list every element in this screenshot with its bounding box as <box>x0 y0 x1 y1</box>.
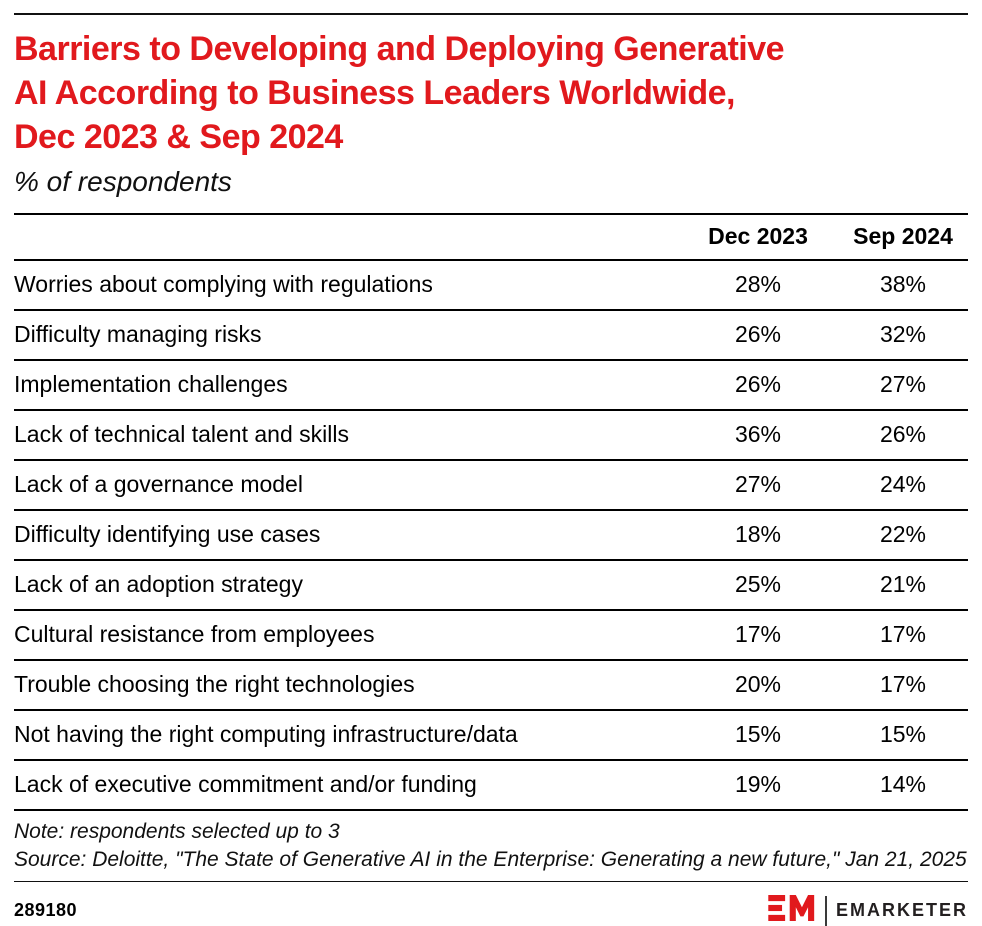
chart-subtitle: % of respondents <box>14 165 232 197</box>
row-label: Difficulty managing risks <box>14 309 678 361</box>
footer: 289180 EMARKETER <box>14 895 968 926</box>
row-value-dec: 36% <box>678 409 838 461</box>
table-row: Cultural resistance from employees 17% 1… <box>14 609 968 661</box>
table-row: Worries about complying with regulations… <box>14 259 968 311</box>
chart-title-line-1: Barriers to Developing and Deploying Gen… <box>14 29 785 68</box>
table-body: Worries about complying with regulations… <box>14 259 968 811</box>
row-value-sep: 21% <box>838 559 968 611</box>
row-value-dec: 25% <box>678 559 838 611</box>
bottom-rule <box>14 880 968 882</box>
row-value-dec: 18% <box>678 509 838 561</box>
table-row: Difficulty managing risks 26% 32% <box>14 309 968 361</box>
row-value-dec: 28% <box>678 259 838 311</box>
row-label: Not having the right computing infrastru… <box>14 709 678 761</box>
row-value-sep: 15% <box>838 709 968 761</box>
row-value-sep: 38% <box>838 259 968 311</box>
table-header-row: Dec 2023 Sep 2024 <box>14 212 968 261</box>
table-row: Not having the right computing infrastru… <box>14 709 968 761</box>
source-text: Source: Deloitte, "The State of Generati… <box>14 847 967 871</box>
row-value-dec: 15% <box>678 709 838 761</box>
row-label: Implementation challenges <box>14 359 678 411</box>
table-header: Dec 2023 Sep 2024 <box>14 212 968 261</box>
row-value-dec: 20% <box>678 659 838 711</box>
column-header-barrier <box>14 212 678 261</box>
table-row: Lack of an adoption strategy 25% 21% <box>14 559 968 611</box>
row-value-sep: 14% <box>838 759 968 811</box>
row-value-sep: 26% <box>838 409 968 461</box>
table-row: Lack of executive commitment and/or fund… <box>14 759 968 811</box>
logo-wordmark: EMARKETER <box>835 900 968 920</box>
table-row: Lack of a governance model 27% 24% <box>14 459 968 511</box>
data-table: Dec 2023 Sep 2024 Worries about complyin… <box>14 212 968 811</box>
row-value-sep: 17% <box>838 659 968 711</box>
row-value-sep: 17% <box>838 609 968 661</box>
table-row: Implementation challenges 26% 27% <box>14 359 968 411</box>
table-row: Difficulty identifying use cases 18% 22% <box>14 509 968 561</box>
em-monogram-icon <box>768 895 816 926</box>
row-value-dec: 26% <box>678 359 838 411</box>
column-header-dec-2023: Dec 2023 <box>678 212 838 261</box>
row-value-dec: 19% <box>678 759 838 811</box>
note-text: Note: respondents selected up to 3 <box>14 819 340 843</box>
row-label: Trouble choosing the right technologies <box>14 659 678 711</box>
row-label: Difficulty identifying use cases <box>14 509 678 561</box>
row-value-dec: 17% <box>678 609 838 661</box>
row-value-sep: 22% <box>838 509 968 561</box>
table-row: Lack of technical talent and skills 36% … <box>14 409 968 461</box>
chart-title-line-3: Dec 2023 & Sep 2024 <box>14 117 343 156</box>
row-label: Cultural resistance from employees <box>14 609 678 661</box>
column-header-sep-2024: Sep 2024 <box>838 212 968 261</box>
row-value-sep: 24% <box>838 459 968 511</box>
row-label: Lack of a governance model <box>14 459 678 511</box>
row-value-sep: 32% <box>838 309 968 361</box>
logo-divider <box>824 895 827 926</box>
footnotes: Note: respondents selected up to 3 Sourc… <box>14 818 968 874</box>
top-rule <box>14 13 968 15</box>
row-label: Worries about complying with regulations <box>14 259 678 311</box>
table-row: Trouble choosing the right technologies … <box>14 659 968 711</box>
emarketer-logo: EMARKETER <box>768 895 968 926</box>
row-label: Lack of executive commitment and/or fund… <box>14 759 678 811</box>
chart-id: 289180 <box>14 900 78 920</box>
row-value-dec: 27% <box>678 459 838 511</box>
row-label: Lack of technical talent and skills <box>14 409 678 461</box>
chart-title: Barriers to Developing and Deploying Gen… <box>14 27 968 159</box>
row-value-sep: 27% <box>838 359 968 411</box>
row-label: Lack of an adoption strategy <box>14 559 678 611</box>
row-value-dec: 26% <box>678 309 838 361</box>
chart-title-line-2: AI According to Business Leaders Worldwi… <box>14 73 735 112</box>
